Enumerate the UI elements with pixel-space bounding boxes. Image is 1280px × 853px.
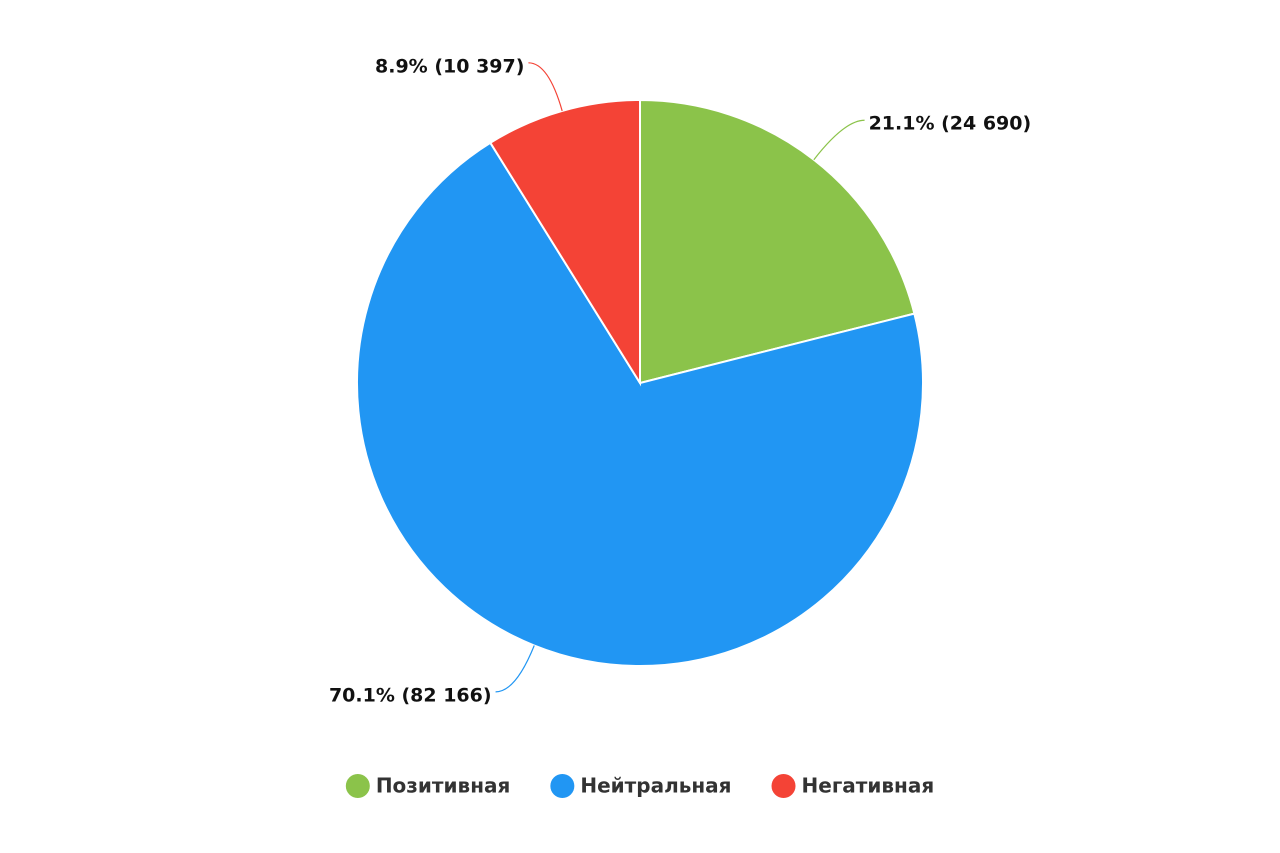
legend-item[interactable]: Позитивная <box>345 774 511 799</box>
legend-marker <box>345 774 370 798</box>
data-label: 70.1% (82 166) <box>329 684 492 706</box>
pie-slice <box>639 98 916 385</box>
leader-line <box>495 645 535 693</box>
legend-label: Позитивная <box>376 774 511 798</box>
pie-slice <box>488 98 641 387</box>
pie-slice <box>356 141 924 667</box>
legend-marker <box>771 774 796 798</box>
legend-item[interactable]: Негативная <box>771 774 935 799</box>
legend-label: Нейтральная <box>580 774 731 798</box>
leader-line <box>528 62 563 112</box>
data-label: 8.9% (10 397) <box>375 55 524 77</box>
legend-item[interactable]: Нейтральная <box>550 774 732 799</box>
data-label: 21.1% (24 690) <box>869 113 1032 135</box>
legend-marker <box>550 774 575 798</box>
leader-line <box>813 119 865 161</box>
legend-label: Негативная <box>802 774 935 798</box>
